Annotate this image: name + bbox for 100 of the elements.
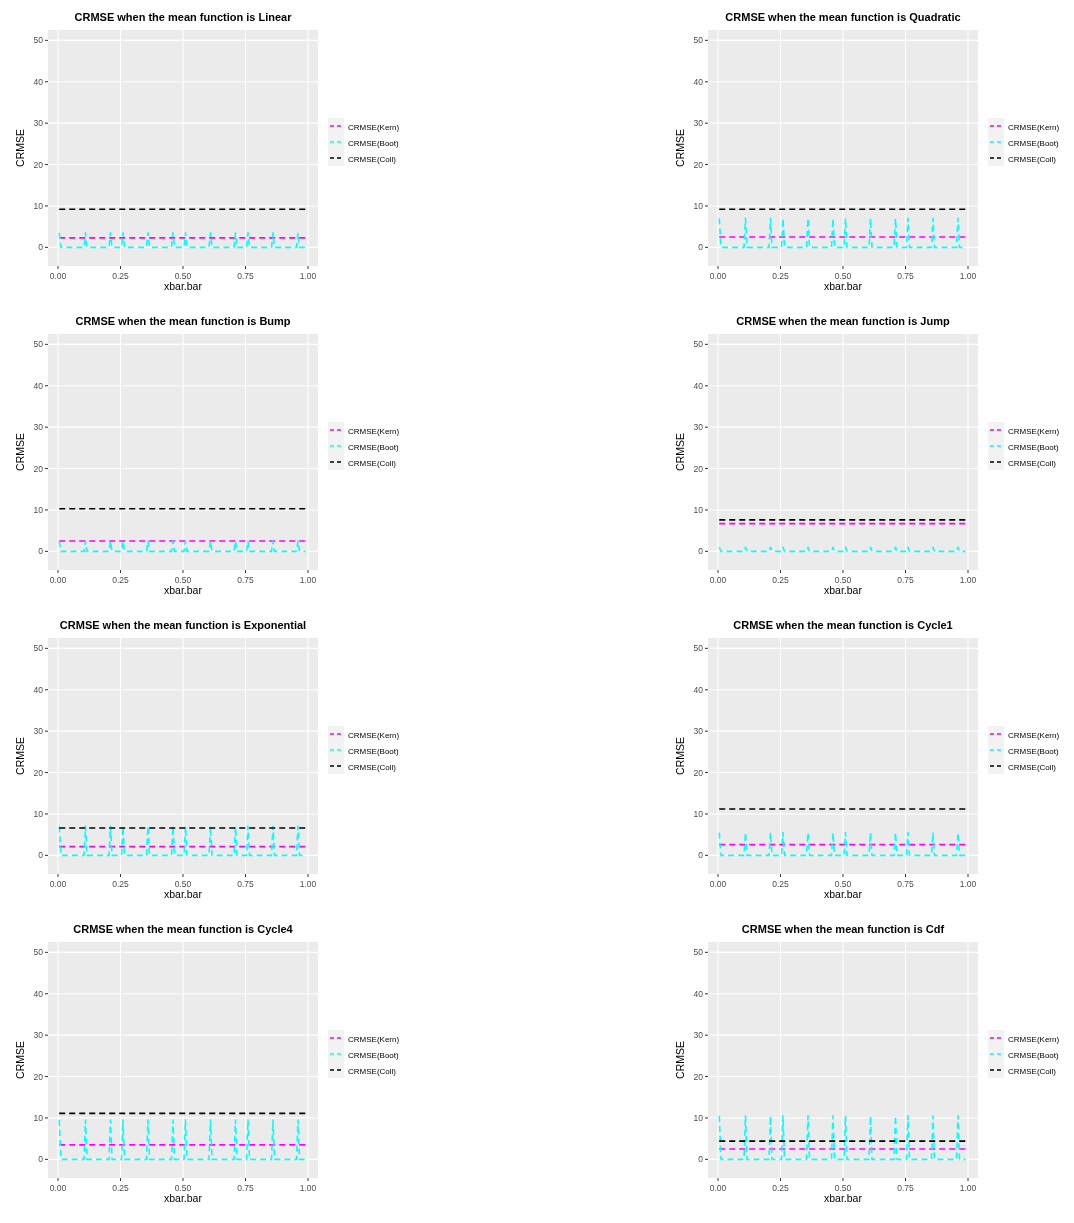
- y-tick-label: 20: [33, 767, 44, 778]
- y-axis-title: CRMSE: [14, 433, 26, 471]
- x-tick-label: 1.00: [299, 575, 317, 585]
- y-tick-label: 30: [33, 422, 44, 433]
- x-axis-title: xbar.bar: [824, 1192, 863, 1204]
- x-tick-label: 0.75: [237, 271, 255, 281]
- y-tick-label: 0: [698, 850, 704, 861]
- y-tick-label: 10: [33, 1112, 44, 1123]
- x-tick-label: 0.50: [174, 1183, 192, 1193]
- legend-label: CRMSE(Boot): [1008, 746, 1060, 756]
- y-tick-label: 50: [693, 947, 704, 958]
- y-tick-label: 20: [33, 1071, 44, 1082]
- legend-label: CRMSE(Kern): [1008, 122, 1060, 132]
- y-tick-label: 10: [693, 504, 704, 515]
- y-tick-label: 10: [33, 808, 44, 819]
- legend-label: CRMSE(Coll): [348, 762, 397, 772]
- y-tick-label: 0: [38, 850, 44, 861]
- y-tick-label: 20: [33, 159, 44, 170]
- y-tick-label: 50: [693, 339, 704, 350]
- x-axis-title: xbar.bar: [164, 584, 203, 596]
- legend-label: CRMSE(Coll): [348, 154, 397, 164]
- x-tick-label: 0.25: [772, 879, 790, 889]
- legend-label: CRMSE(Kern): [348, 426, 400, 436]
- chart-title: CRMSE when the mean function is Linear: [74, 11, 293, 23]
- y-tick-label: 30: [693, 726, 704, 737]
- x-tick-label: 0.50: [174, 879, 192, 889]
- x-tick-label: 0.25: [112, 1183, 130, 1193]
- y-tick-label: 50: [33, 643, 44, 654]
- y-axis-title: CRMSE: [14, 129, 26, 167]
- legend-label: CRMSE(Coll): [1008, 762, 1057, 772]
- legend-label: CRMSE(Kern): [1008, 730, 1060, 740]
- x-tick-label: 0.50: [834, 271, 852, 281]
- x-tick-label: 0.75: [897, 879, 915, 889]
- x-axis-title: xbar.bar: [164, 888, 203, 900]
- x-tick-label: 0.75: [237, 879, 255, 889]
- legend-label: CRMSE(Boot): [1008, 1050, 1060, 1060]
- chart-title: CRMSE when the mean function is Cycle4: [73, 923, 294, 935]
- y-axis-title: CRMSE: [674, 1041, 686, 1079]
- y-tick-label: 40: [33, 76, 44, 87]
- x-axis-title: xbar.bar: [164, 1192, 203, 1204]
- y-tick-label: 10: [693, 200, 704, 211]
- y-axis-title: CRMSE: [14, 1041, 26, 1079]
- x-tick-label: 0.25: [772, 575, 790, 585]
- x-axis-title: xbar.bar: [164, 280, 203, 292]
- x-tick-label: 0.25: [772, 271, 790, 281]
- x-tick-label: 0.50: [834, 575, 852, 585]
- y-tick-label: 50: [693, 643, 704, 654]
- x-tick-label: 0.00: [49, 879, 67, 889]
- legend-label: CRMSE(Kern): [1008, 1034, 1060, 1044]
- chart-title: CRMSE when the mean function is Jump: [736, 315, 950, 327]
- x-tick-label: 1.00: [959, 575, 977, 585]
- legend-label: CRMSE(Coll): [1008, 154, 1057, 164]
- chart-title: CRMSE when the mean function is Cycle1: [733, 619, 953, 631]
- x-axis-title: xbar.bar: [824, 584, 863, 596]
- legend-label: CRMSE(Kern): [348, 730, 400, 740]
- y-tick-label: 50: [33, 339, 44, 350]
- x-tick-label: 1.00: [299, 1183, 317, 1193]
- y-tick-label: 30: [33, 118, 44, 129]
- y-tick-label: 0: [38, 242, 44, 253]
- legend-label: CRMSE(Boot): [348, 442, 400, 452]
- x-tick-label: 1.00: [959, 879, 977, 889]
- y-tick-label: 40: [33, 684, 44, 695]
- x-tick-label: 0.50: [174, 575, 192, 585]
- x-axis-title: xbar.bar: [824, 888, 863, 900]
- x-tick-label: 0.25: [112, 575, 130, 585]
- legend-label: CRMSE(Boot): [348, 746, 400, 756]
- y-axis-title: CRMSE: [14, 737, 26, 775]
- x-tick-label: 0.00: [49, 271, 67, 281]
- legend-label: CRMSE(Coll): [348, 1066, 397, 1076]
- y-tick-label: 20: [693, 159, 704, 170]
- x-tick-label: 0.50: [174, 271, 192, 281]
- y-axis-title: CRMSE: [674, 433, 686, 471]
- x-tick-label: 1.00: [959, 271, 977, 281]
- legend-label: CRMSE(Kern): [348, 122, 400, 132]
- legend-label: CRMSE(Coll): [348, 458, 397, 468]
- y-tick-label: 0: [698, 546, 704, 557]
- legend-label: CRMSE(Boot): [348, 138, 400, 148]
- chart-title: CRMSE when the mean function is Quadratic: [725, 11, 961, 23]
- x-tick-label: 1.00: [299, 271, 317, 281]
- x-tick-label: 0.25: [772, 1183, 790, 1193]
- y-tick-label: 30: [33, 1030, 44, 1041]
- y-tick-label: 20: [693, 1071, 704, 1082]
- y-tick-label: 10: [693, 808, 704, 819]
- y-tick-label: 30: [693, 118, 704, 129]
- legend-label: CRMSE(Kern): [348, 1034, 400, 1044]
- y-tick-label: 0: [698, 1154, 704, 1165]
- x-tick-label: 0.75: [237, 1183, 255, 1193]
- y-tick-label: 10: [693, 1112, 704, 1123]
- x-tick-label: 0.00: [49, 1183, 67, 1193]
- y-tick-label: 40: [693, 380, 704, 391]
- y-tick-label: 50: [33, 947, 44, 958]
- y-tick-label: 30: [693, 422, 704, 433]
- y-tick-label: 10: [33, 200, 44, 211]
- x-tick-label: 0.00: [709, 271, 727, 281]
- y-tick-label: 40: [693, 684, 704, 695]
- y-tick-label: 0: [38, 546, 44, 557]
- x-tick-label: 0.25: [112, 271, 130, 281]
- chart-title: CRMSE when the mean function is Cdf: [741, 923, 945, 935]
- chart-title: CRMSE when the mean function is Exponential: [59, 619, 307, 631]
- x-tick-label: 1.00: [959, 1183, 977, 1193]
